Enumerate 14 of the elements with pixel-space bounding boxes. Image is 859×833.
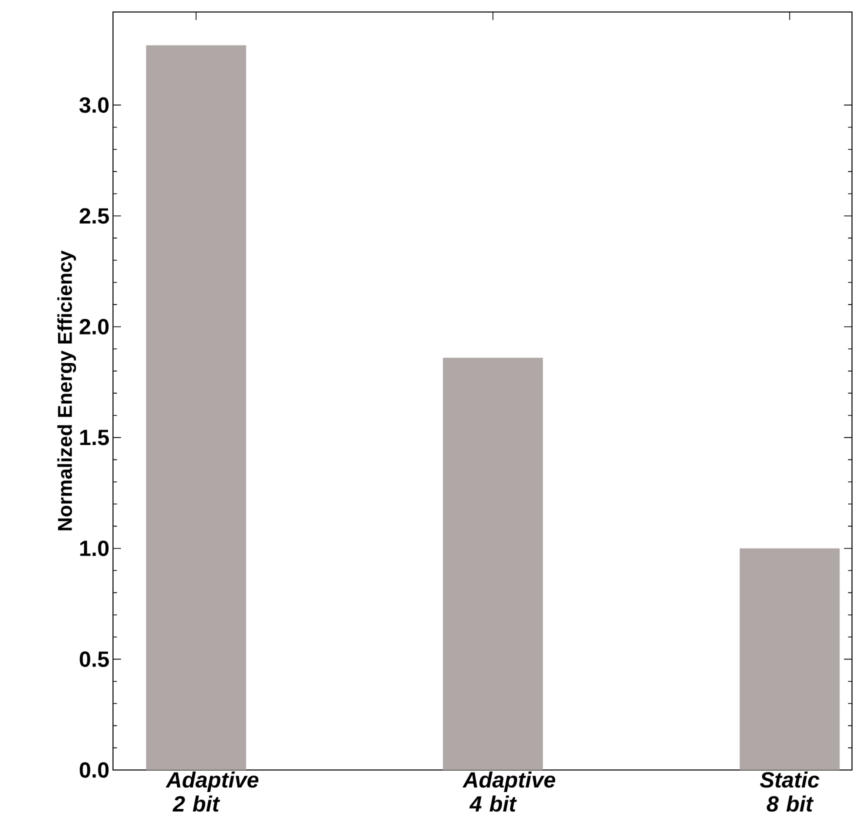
bar [146, 45, 246, 770]
y-tick-label: 2.5 [80, 208, 109, 224]
x-tick-label: Adaptive 2 bit [166, 772, 258, 812]
y-tick-label: 1.5 [80, 430, 109, 446]
bar [442, 358, 543, 770]
y-tick-label: 0.5 [80, 651, 109, 667]
x-tick-label: Adaptive 4 bit [462, 772, 556, 812]
x-tick-label: Static 8 bit [760, 772, 820, 812]
y-axis-title: Normalized Energy Efficiency [57, 250, 76, 530]
y-tick-label: 1.0 [80, 540, 109, 556]
y-tick-label: 2.0 [80, 318, 109, 335]
bar [740, 548, 840, 770]
y-tick-label: 3.0 [79, 97, 109, 113]
y-tick-label: 0.0 [80, 762, 109, 778]
